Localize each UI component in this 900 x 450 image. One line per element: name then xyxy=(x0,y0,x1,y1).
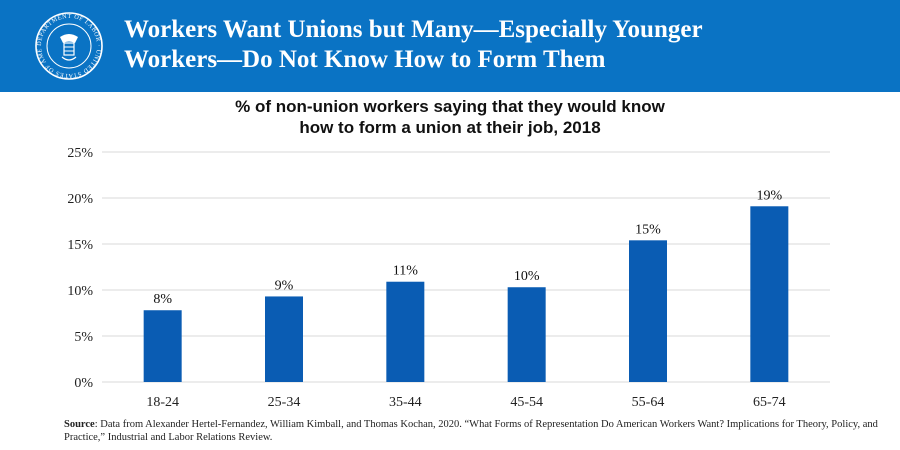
bar xyxy=(629,240,667,382)
x-category-label: 25-34 xyxy=(268,395,301,410)
chart-title-line2: how to form a union at their job, 2018 xyxy=(299,118,601,137)
x-category-label: 35-44 xyxy=(389,395,422,410)
data-label: 8% xyxy=(153,292,172,307)
header-banner: DEPARTMENT OF LABOR · UNITED STATES OF A… xyxy=(0,0,900,92)
bar xyxy=(143,310,182,382)
y-tick-label: 25% xyxy=(67,146,93,161)
chart-title-line1: % of non-union workers saying that they … xyxy=(235,97,665,116)
bar xyxy=(750,206,789,382)
x-axis-categories: 18-24 25-34 35-44 45-54 55-64 65-74 xyxy=(146,395,785,410)
x-category-label: 45-54 xyxy=(510,395,543,410)
y-axis-ticks: 0% 5% 10% 15% 20% 25% xyxy=(67,146,93,391)
y-tick-label: 5% xyxy=(74,330,93,345)
data-label: 15% xyxy=(635,222,661,237)
gridlines xyxy=(102,151,830,383)
y-tick-label: 10% xyxy=(67,284,93,299)
dol-seal-icon: DEPARTMENT OF LABOR · UNITED STATES OF A… xyxy=(34,11,103,80)
x-category-label: 55-64 xyxy=(632,395,665,410)
page-title-line1: Workers Want Unions but Many—Especially … xyxy=(124,16,703,43)
bar xyxy=(507,287,546,382)
data-label: 9% xyxy=(275,278,294,293)
source-label: Source xyxy=(64,419,95,430)
source-note: Source: Data from Alexander Hertel-Ferna… xyxy=(64,418,884,444)
y-tick-label: 20% xyxy=(67,192,93,207)
page-title-line2: Workers—Do Not Know How to Form Them xyxy=(124,46,606,73)
data-label: 10% xyxy=(514,269,540,284)
data-label: 19% xyxy=(756,188,782,203)
source-text: : Data from Alexander Hertel-Fernandez, … xyxy=(64,419,878,443)
bars xyxy=(143,206,789,382)
bar xyxy=(265,296,303,382)
chart-title: % of non-union workers saying that they … xyxy=(130,96,770,138)
bar xyxy=(386,281,425,382)
page-title: Workers Want Unions but Many—Especially … xyxy=(124,15,884,75)
bar-chart: 0% 5% 10% 15% 20% 25% 8% 9% 11% 10% 15% 19% 18-24 2… xyxy=(67,146,830,410)
x-category-label: 65-74 xyxy=(753,395,786,410)
y-tick-label: 0% xyxy=(74,376,93,391)
data-label: 11% xyxy=(393,264,418,279)
x-category-label: 18-24 xyxy=(146,395,179,410)
y-tick-label: 15% xyxy=(67,238,93,253)
data-labels: 8% 9% 11% 10% 15% 19% xyxy=(153,188,782,307)
